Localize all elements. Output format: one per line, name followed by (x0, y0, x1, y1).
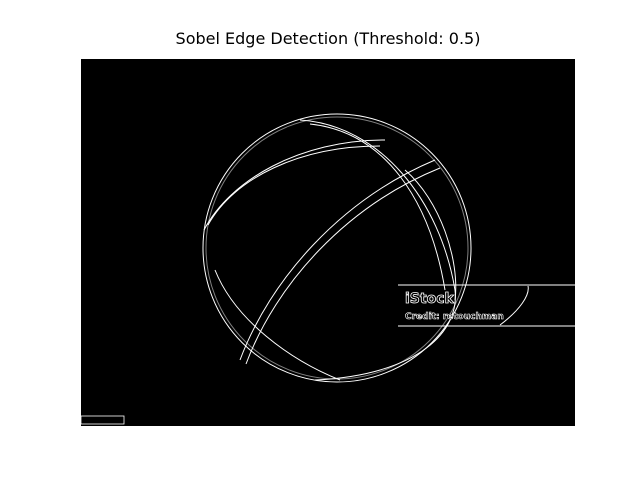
title: Sobel Edge Detection (Threshold: 0.5) (176, 29, 481, 48)
edge-image: iStock Credit: retouchman (80, 59, 575, 426)
watermark-text: iStock (405, 291, 454, 307)
id-box (80, 415, 125, 425)
ball-outline (202, 113, 472, 383)
seam (207, 145, 381, 226)
seam (214, 269, 341, 381)
seam (245, 167, 441, 365)
seam (239, 159, 436, 361)
watermark-box: iStock Credit: retouchman (398, 284, 575, 327)
image-background (81, 59, 575, 426)
credit-text: Credit: retouchman (405, 312, 504, 322)
seam (203, 139, 386, 231)
seam (299, 119, 456, 381)
watermark-edge (499, 285, 529, 326)
seam (309, 123, 446, 291)
